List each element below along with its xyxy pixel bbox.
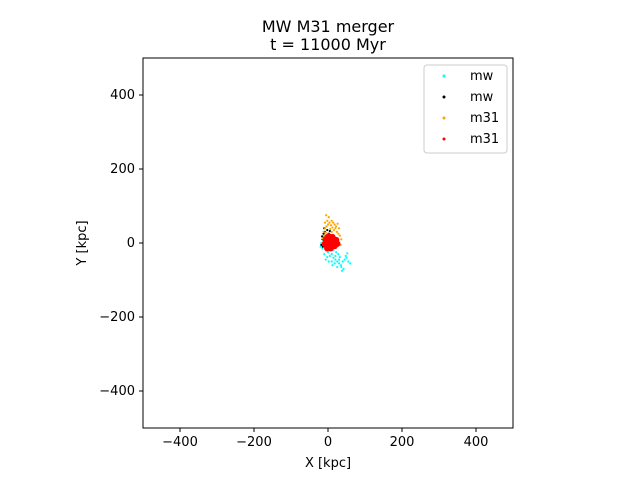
scatter-point-mw-cyan — [330, 253, 333, 256]
scatter-point-mw-cyan — [326, 255, 329, 259]
legend-marker-m31-orange — [442, 116, 446, 120]
scatter-point-m31-orange — [336, 222, 339, 225]
scatter-point-m31-red — [334, 240, 341, 247]
scatter-point-mw-cyan — [335, 251, 338, 254]
axis-ticks: −400 −200 0 200 400 −400 −200 0 200 400 — [99, 88, 488, 450]
scatter-point-mw-cyan — [342, 267, 345, 270]
legend-box — [423, 64, 508, 154]
scatter-point-mw-cyan — [343, 258, 346, 261]
y-tick-label: 400 — [110, 88, 135, 103]
y-tick-label: 0 — [127, 236, 135, 251]
scatter-point-mw-cyan — [327, 260, 330, 263]
scatter-point-m31-orange — [326, 219, 329, 222]
scatter-point-mw-black — [320, 235, 324, 238]
legend-label-m31-red: m31 — [470, 132, 499, 147]
scatter-point-m31-orange — [340, 238, 343, 241]
scatter-point-mw-cyan — [336, 265, 339, 269]
scatter-point-mw-cyan — [349, 262, 352, 265]
scatter-point-mw-cyan — [344, 254, 347, 258]
scatter-point-m31-orange — [331, 226, 334, 229]
scatter-point-m31-orange — [332, 221, 335, 224]
y-tick-label: −400 — [99, 384, 135, 399]
scatter-point-m31-orange — [323, 234, 326, 237]
scatter-point-m31-orange — [330, 219, 333, 222]
scatter-point-mw-cyan — [333, 262, 336, 265]
scatter-point-mw-cyan — [332, 256, 335, 259]
scatter-point-m31-orange — [328, 221, 331, 224]
legend-label-mw-cyan: mw — [470, 69, 494, 84]
y-axis-label: Y [kpc] — [75, 220, 90, 266]
scatter-point-mw-cyan — [323, 253, 326, 256]
scatter-point-m31-orange — [338, 227, 341, 230]
scatter-point-mw-cyan — [331, 264, 334, 267]
scatter-point-mw-cyan — [347, 260, 350, 263]
scatter-point-m31-orange — [325, 225, 328, 228]
scatter-point-m31-orange — [335, 225, 338, 228]
scatter-point-mw-cyan — [326, 251, 330, 254]
scatter-point-mw-cyan — [330, 260, 333, 263]
scatter-point-m31-orange — [337, 232, 340, 235]
scatter-point-m31-red — [329, 233, 336, 241]
scatter-point-mw-black — [322, 232, 325, 235]
legend-marker-mw-black — [442, 95, 446, 99]
x-tick-label: −400 — [162, 435, 198, 450]
legend-label-m31-orange: m31 — [470, 111, 499, 126]
x-tick-label: 200 — [390, 435, 415, 450]
scatter-point-mw-cyan — [345, 256, 348, 259]
scatter-point-m31-orange — [323, 221, 327, 224]
legend-label-mw-black: mw — [470, 90, 494, 105]
scatter-marks — [319, 214, 352, 272]
scatter-point-m31-orange — [322, 230, 325, 233]
scatter-point-mw-cyan — [321, 247, 324, 250]
x-tick-label: 0 — [324, 435, 332, 450]
chart-title-line-1: MW M31 merger — [262, 17, 395, 36]
scatter-point-m31-orange — [335, 230, 338, 233]
scatter-point-mw-cyan — [338, 255, 341, 259]
scatter-point-mw-cyan — [339, 264, 343, 267]
scatter-point-mw-cyan — [340, 269, 344, 272]
scatter-point-m31-orange — [324, 231, 327, 234]
scatter-point-mw-cyan — [319, 245, 322, 248]
scatter-point-mw-cyan — [324, 258, 327, 261]
scatter-point-mw-cyan — [334, 254, 337, 258]
scatter-point-m31-orange — [330, 230, 333, 233]
scatter-point-mw-cyan — [341, 260, 344, 263]
scatter-point-mw-cyan — [340, 265, 343, 269]
scatter-point-m31-orange — [326, 223, 330, 226]
scatter-point-mw-black — [326, 228, 329, 232]
scatter-point-m31-orange — [323, 227, 327, 230]
scatter-point-mw-cyan — [328, 254, 331, 258]
x-tick-label: 400 — [464, 435, 489, 450]
legend-marker-mw-cyan — [442, 74, 446, 78]
scatter-point-m31-orange — [334, 227, 337, 230]
scatter-point-mw-cyan — [338, 258, 341, 261]
scatter-point-m31-orange — [332, 228, 336, 232]
scatter-point-mw-cyan — [334, 258, 337, 261]
scatter-point-m31-orange — [327, 216, 330, 219]
chart-title-line-2: t = 11000 Myr — [270, 35, 386, 54]
scatter-point-m31-orange — [333, 223, 336, 226]
scatter-point-mw-cyan — [336, 260, 339, 263]
scatter-point-m31-orange — [329, 224, 333, 227]
scatter-point-m31-orange — [329, 227, 332, 231]
legend-marker-m31-red — [442, 137, 446, 141]
scatter-point-m31-orange — [338, 234, 341, 237]
x-axis-label: X [kpc] — [305, 456, 351, 471]
y-tick-label: −200 — [99, 310, 135, 325]
y-tick-label: 200 — [110, 162, 135, 177]
chart-title: MW M31 merger t = 11000 Myr — [262, 17, 395, 54]
legend: mw mw m31 m31 — [423, 64, 508, 154]
x-tick-label: −200 — [236, 435, 272, 450]
scatter-point-mw-black — [328, 230, 331, 233]
scatter-point-m31-orange — [325, 214, 328, 217]
scatter-point-mw-cyan — [338, 262, 341, 265]
scatter-point-m31-red — [324, 244, 331, 252]
scatter-point-mw-cyan — [346, 252, 349, 255]
scatter-point-mw-cyan — [337, 253, 340, 256]
